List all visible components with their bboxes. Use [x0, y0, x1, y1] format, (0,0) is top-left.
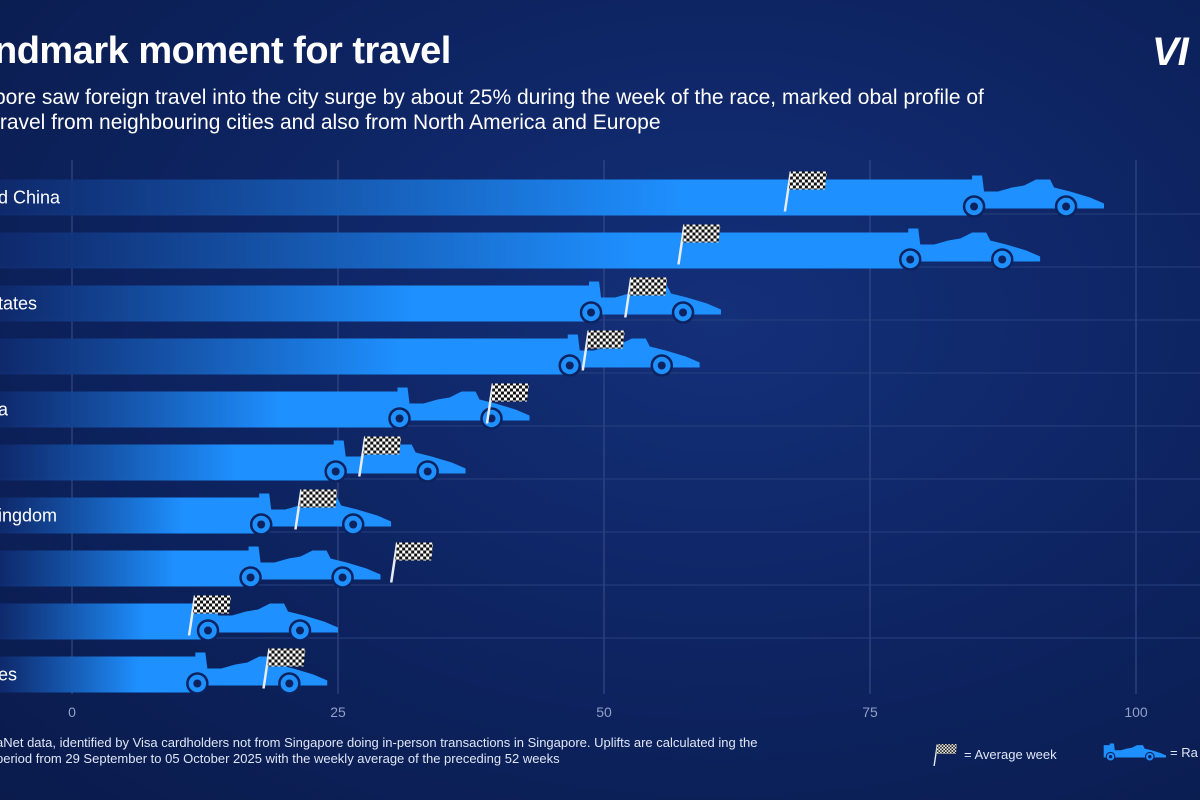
legend-average-label: = Average week — [964, 746, 1057, 762]
footnote: aNet data, identified by Visa cardholder… — [0, 735, 758, 766]
bar-race-4 — [0, 391, 400, 428]
labels-layer: d China tates a ingdom es — [0, 188, 61, 685]
travel-bar-chart: d China tates a ingdom es 0 25 50 75 100 — [0, 160, 1200, 720]
race-car-mark-7 — [233, 545, 381, 589]
legend-race: = Ra — [1102, 742, 1198, 762]
bar-race-3 — [0, 338, 570, 375]
bar-race-8 — [0, 603, 208, 640]
race-car-mark-1 — [892, 227, 1041, 271]
average-week-flag-7 — [389, 541, 435, 583]
bar-race-5 — [0, 444, 336, 481]
visa-logo: VI — [1152, 30, 1189, 74]
chart-title: ndmark moment for travel — [0, 30, 451, 72]
category-label-4: a — [0, 400, 9, 420]
checkered-flag-icon — [930, 742, 960, 766]
bar-race-7 — [0, 550, 251, 587]
category-label-2: tates — [0, 294, 37, 314]
category-label-6: ingdom — [0, 506, 57, 526]
x-tick-label-3: 75 — [862, 704, 878, 720]
x-tick-label-4: 100 — [1124, 704, 1148, 720]
bars-layer — [0, 170, 1105, 695]
race-car-mark-0 — [956, 174, 1105, 218]
x-tick-label-2: 50 — [596, 704, 612, 720]
x-tick-label-1: 25 — [330, 704, 346, 720]
legend-race-label: = Ra — [1170, 744, 1198, 760]
race-car-mark-9 — [180, 651, 328, 695]
category-label-0: d China — [0, 188, 61, 208]
race-car-mark-3 — [552, 333, 700, 377]
legend-average: = Average week — [930, 742, 1057, 766]
bar-race-6 — [0, 497, 262, 534]
bar-race-2 — [0, 285, 592, 322]
bar-race-9 — [0, 656, 198, 693]
bar-race-1 — [0, 232, 911, 269]
race-car-icon — [1102, 742, 1166, 762]
bar-race-0 — [0, 179, 975, 216]
ticks-layer: 0 25 50 75 100 — [68, 704, 1148, 720]
category-label-9: es — [0, 665, 17, 685]
x-tick-label-0: 0 — [68, 704, 76, 720]
chart-subtitle: pore saw foreign travel into the city su… — [0, 86, 984, 134]
